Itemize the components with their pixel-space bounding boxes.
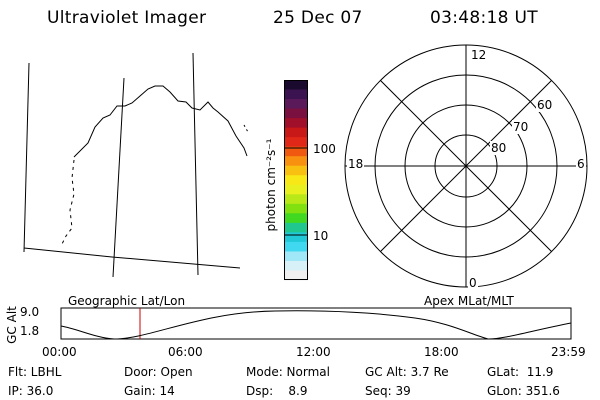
map-grid-line-3 [192,52,199,276]
timeline-x-tick-0: 00:00 [42,345,77,359]
info-glat: GLat: 11.9 [487,365,554,379]
map-grid-line-1 [23,62,30,253]
header-date: 25 Dec 07 [273,8,363,28]
colorbar-unit-label: photon cm⁻²s⁻¹ [264,138,278,232]
timeline-frame [60,307,572,340]
apex-label: Apex MLat/MLT [424,294,514,308]
timeline-x-tick-4: 23:59 [551,345,586,359]
colorbar-band [284,184,308,195]
instrument-title: Ultraviolet Imager [47,8,207,28]
timeline-y-tick-top: 9.0 [20,305,40,319]
colorbar-band [284,156,308,167]
geographic-label: Geographic Lat/Lon [68,294,186,308]
colorbar-border [284,80,308,280]
info-dsp: Dsp: 8.9 [246,384,308,398]
coastline [73,85,248,158]
colorbar-band [284,203,308,214]
lat-label-70: 70 [512,120,530,134]
colorbar-band [284,260,308,271]
header-time: 03:48:18 UT [430,8,538,28]
map-grid-line-4 [23,247,241,269]
colorbar-band [284,241,308,252]
mlt-label-12: 12 [470,48,488,62]
info-gain: Gain: 14 [124,384,175,398]
timeline-plot [60,307,572,340]
colorbar-tick-label-10: 10 [313,229,329,243]
colorbar-band [284,89,308,100]
info-door: Door: Open [124,365,193,379]
info-mode: Mode: Normal [246,365,330,379]
geographic-map [23,52,249,278]
coastline-dashed [61,159,75,245]
colorbar-band [284,270,308,281]
colorbar-band [284,194,308,205]
polar-plot [344,44,588,288]
info-ip: IP: 36.0 [8,384,54,398]
mlt-label-18: 18 [347,157,365,171]
colorbar-band [284,108,308,119]
colorbar-band [284,213,308,224]
colorbar-band [284,99,308,110]
colorbar-tick-label-100: 100 [313,142,336,156]
map-grid-line-2 [112,77,125,278]
timeline-y-tick-bottom: 1.8 [20,324,40,338]
colorbar-band [284,251,308,262]
colorbar-band [284,80,308,91]
info-seq: Seq: 39 [365,384,411,398]
colorbar [284,80,308,281]
coastline-fragment [243,124,249,133]
timeline-axis-label: GC Alt [5,306,19,344]
timeline-x-tick-2: 12:00 [296,345,331,359]
colorbar-band [284,118,308,129]
colorbar-band [284,127,308,138]
info-filter: Flt: LBHL [8,365,62,379]
colorbar-band [284,146,308,157]
altitude-curve [60,310,572,340]
colorbar-band [284,137,308,148]
lat-label-60: 60 [536,98,554,112]
info-gc-alt: GC Alt: 3.7 Re [365,365,449,379]
colorbar-band [284,232,308,243]
colorbar-band [284,222,308,233]
colorbar-ticks [284,147,308,236]
colorbar-band [284,175,308,186]
lat-label-80: 80 [490,141,508,155]
timeline-x-tick-3: 18:00 [424,345,459,359]
colorbar-band [284,165,308,176]
timeline-x-tick-1: 06:00 [168,345,203,359]
mlt-label-0: 0 [468,276,478,290]
info-glon: GLon: 351.6 [487,384,560,398]
polar-diagonal-2 [380,80,552,252]
mlt-label-6: 6 [576,157,586,171]
